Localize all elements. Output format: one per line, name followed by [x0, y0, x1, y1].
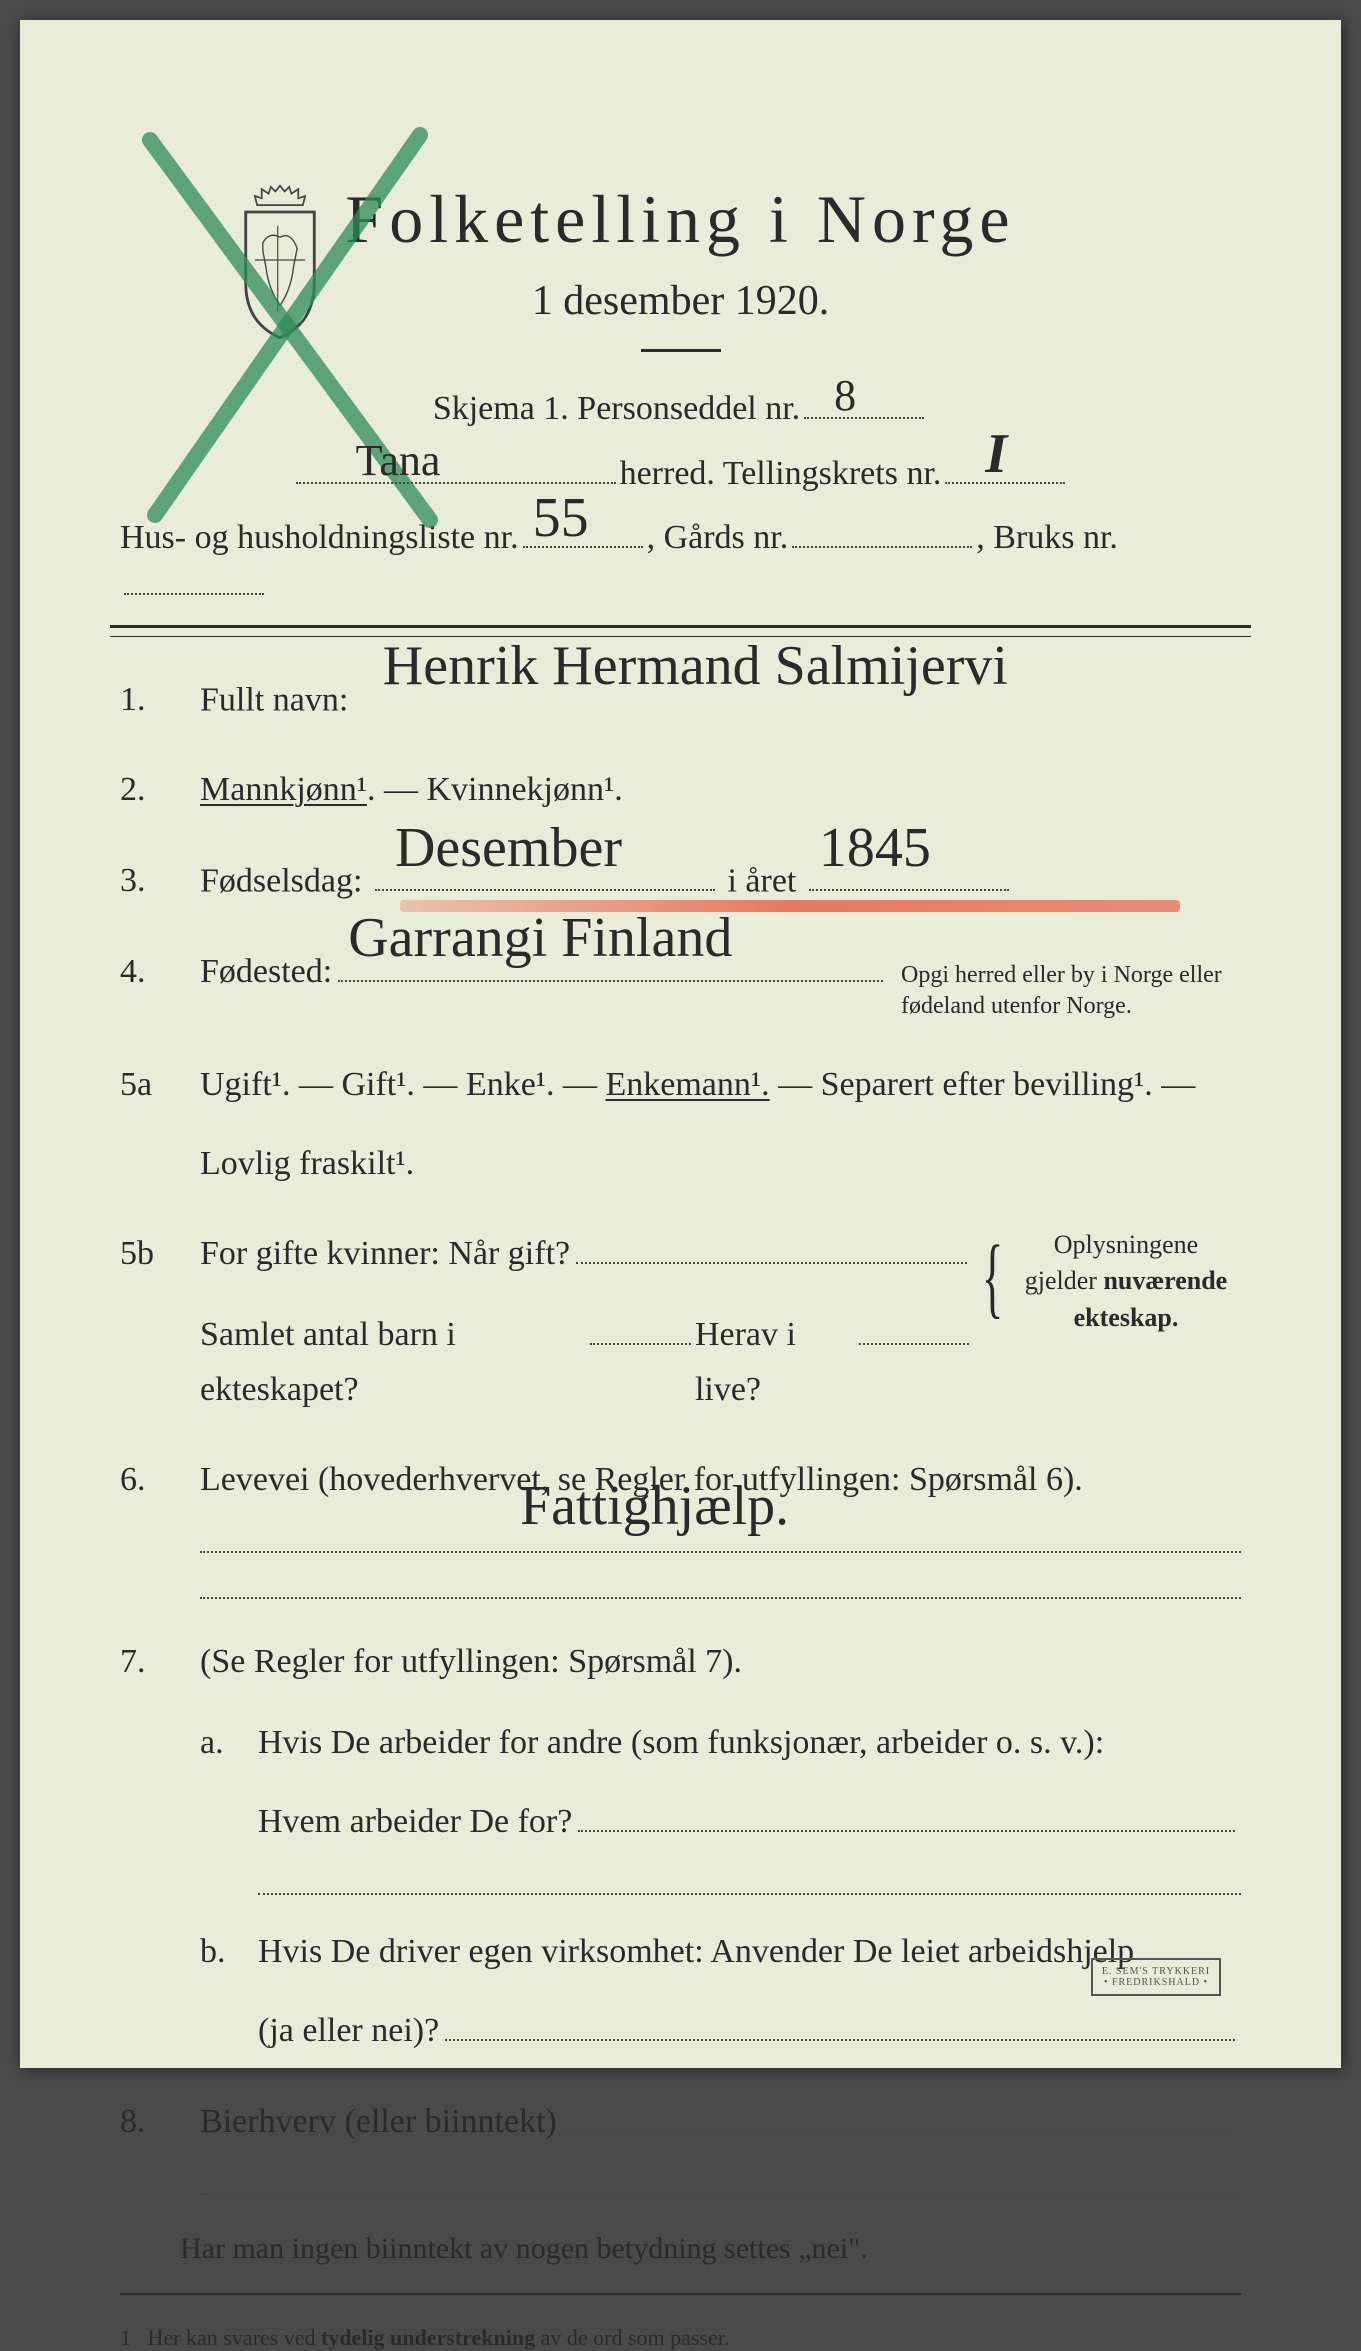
q1-value: Henrik Hermand Salmijervi — [383, 622, 1008, 712]
q5a-post: — Separert efter bevilling¹. — — [770, 1066, 1196, 1103]
bruk-label: , Bruks nr. — [976, 519, 1118, 557]
q4-row: 4. Fødested: Garrangi Finland Opgi herre… — [120, 945, 1241, 1023]
q4-value: Garrangi Finland — [348, 894, 732, 984]
q3-num: 3. — [120, 854, 192, 908]
divider-short — [641, 349, 721, 352]
q7b-l2: (ja eller nei)? — [258, 2004, 439, 2058]
q7a-l2: Hvem arbeider De for? — [258, 1795, 572, 1849]
coat-of-arms-emblem — [220, 180, 340, 340]
q5b-l1a: For gifte kvinner: Når gift? — [200, 1227, 570, 1281]
q2-num: 2. — [120, 763, 192, 817]
q5a-num: 5a — [120, 1058, 192, 1112]
q7a-letter: a. — [200, 1716, 250, 1770]
q5a-underlined: Enkemann¹. — [605, 1066, 769, 1103]
herred-value: Tana — [356, 435, 441, 486]
q6-value: Fattighjælp. — [520, 1462, 789, 1552]
q7a-l1: Hvis De arbeider for andre (som funksjon… — [258, 1716, 1241, 1770]
husliste-line: Hus- og husholdningsliste nr. 55 , Gårds… — [120, 511, 1241, 595]
q7-row: 7. (Se Regler for utfyllingen: Spørsmål … — [120, 1635, 1241, 2058]
q3-month: Desember — [395, 804, 622, 894]
bottom-note: Har man ingen biinntekt av nogen betydni… — [180, 2225, 868, 2273]
q4-note: Opgi herred eller by i Norge eller fødel… — [901, 960, 1241, 1022]
husliste-label: Hus- og husholdningsliste nr. — [120, 519, 519, 557]
q7-label: (Se Regler for utfyllingen: Spørsmål 7). — [200, 1643, 742, 1680]
q7b-letter: b. — [200, 1925, 250, 1979]
q5b-note: Oplysningene gjelder nuværende ekteskap. — [981, 1227, 1241, 1336]
skjema-line: Skjema 1. Personseddel nr. 8 — [120, 382, 1241, 428]
footnote-rule — [120, 2293, 1241, 2295]
footnote: 1 Her kan svares ved tydelig understrekn… — [120, 2325, 1241, 2351]
q3-label: Fødselsdag: — [200, 862, 362, 899]
krets-nr: I — [985, 422, 1007, 486]
q5b-l2a: Samlet antal barn i ekteskapet? — [200, 1308, 586, 1417]
personseddel-nr: 8 — [834, 370, 856, 421]
printer-stamp: E. SEM'S TRYKKERI • FREDRIKSHALD • — [1091, 1958, 1221, 1996]
q6-num: 6. — [120, 1453, 192, 1507]
q3-mid: i året — [727, 862, 796, 899]
q4-label: Fødested: — [200, 945, 332, 999]
q5b-row: 5b For gifte kvinner: Når gift? Samlet a… — [120, 1227, 1241, 1417]
q2-underlined: Mannkjønn¹ — [200, 771, 367, 808]
q1-row: 1. Fullt navn: Henrik Hermand Salmijervi — [120, 673, 1241, 728]
q5a-pre: Ugift¹. — Gift¹. — Enke¹. — — [200, 1066, 605, 1103]
herred-label: herred. Tellingskrets nr. — [620, 455, 942, 493]
herred-line: Tana herred. Tellingskrets nr. I — [120, 446, 1241, 492]
q5b-note-l2: gjelder nuværende — [1011, 1263, 1241, 1299]
q8-num: 8. — [120, 2095, 192, 2149]
q5a-row: 5a Ugift¹. — Gift¹. — Enke¹. — Enkemann¹… — [120, 1058, 1241, 1191]
q5b-l2b: Herav i live? — [695, 1308, 855, 1417]
q7-num: 7. — [120, 1635, 192, 1689]
census-form-page: Folketelling i Norge 1 desember 1920. Sk… — [20, 20, 1341, 2068]
q3-year: 1845 — [819, 804, 931, 894]
q1-label: Fullt navn: — [200, 681, 348, 718]
gard-label: , Gårds nr. — [647, 519, 789, 557]
q2-row: 2. Mannkjønn¹. — Kvinnekjønn¹. — [120, 763, 1241, 817]
husliste-nr: 55 — [533, 486, 589, 550]
q5b-note-l3: ekteskap. — [1011, 1300, 1241, 1336]
bottom-note-row: Har man ingen biinntekt av nogen betydni… — [180, 2225, 1241, 2273]
q5a-line2: Lovlig fraskilt¹. — [200, 1137, 1241, 1191]
q1-num: 1. — [120, 673, 192, 727]
q4-num: 4. — [120, 945, 192, 999]
q5b-num: 5b — [120, 1227, 192, 1281]
skjema-label: Skjema 1. Personseddel nr. — [433, 390, 800, 428]
q6-row: 6. Levevei (hovederhvervet, se Regler fo… — [120, 1453, 1241, 1599]
q5b-note-l1: Oplysningene — [1011, 1227, 1241, 1263]
q8-label: Bierhverv (eller biinntekt) — [200, 2095, 557, 2149]
q8-row: 8. Bierhverv (eller biinntekt) — [120, 2094, 1241, 2149]
